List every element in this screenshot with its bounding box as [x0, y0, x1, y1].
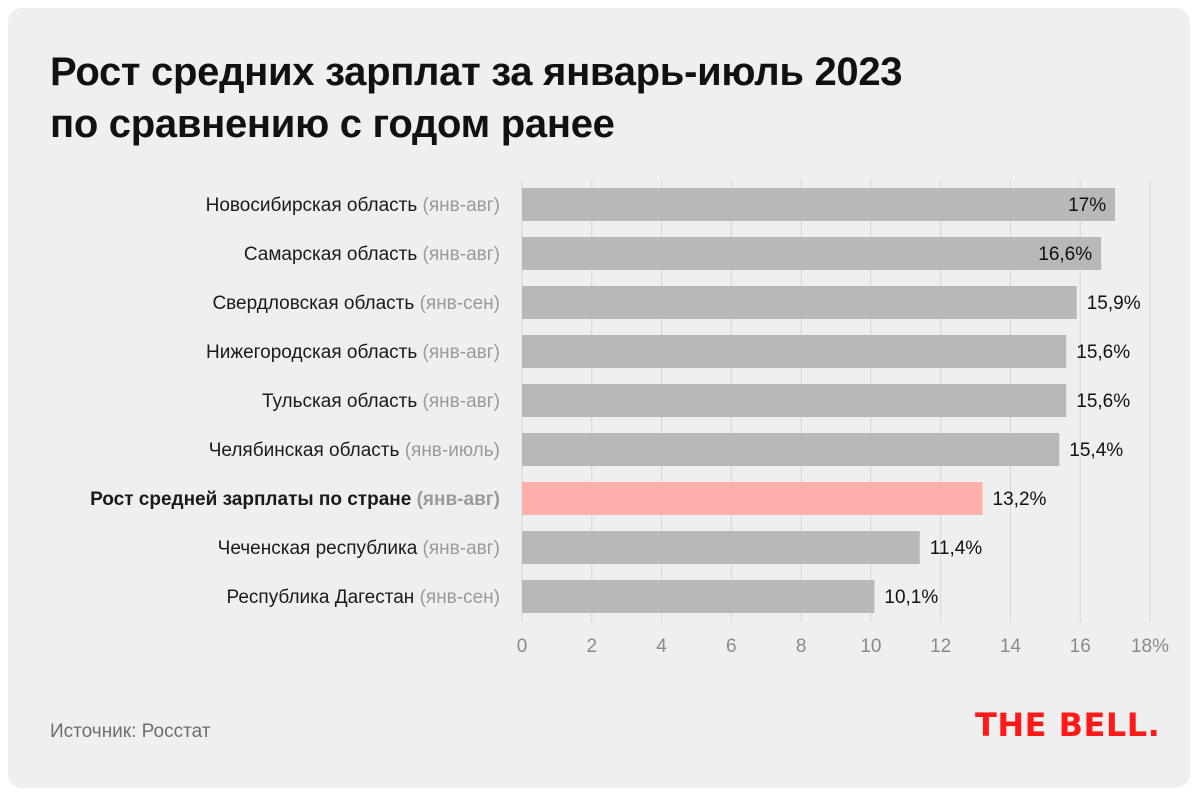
- bar: [522, 580, 875, 613]
- value-label: 15,6%: [1076, 342, 1130, 363]
- category-label: Новосибирская область (янв-авг): [206, 195, 500, 216]
- category-name: Челябинская область: [209, 440, 405, 461]
- chart-title: Рост средних зарплат за январь-июль 2023…: [50, 46, 1050, 150]
- category-period: (янв-авг): [423, 538, 500, 559]
- category-label: Рост средней зарплаты по стране (янв-авг…: [90, 489, 500, 510]
- category-label: Чеченская республика (янв-авг): [218, 538, 500, 559]
- category-name: Чеченская республика: [218, 538, 423, 559]
- bar: [522, 384, 1067, 417]
- bar: [522, 335, 1067, 368]
- chart-title-line-1: Рост средних зарплат за январь-июль 2023: [50, 50, 903, 94]
- bar: [522, 286, 1077, 319]
- the-bell-logo: THE BELL.: [975, 706, 1161, 744]
- value-label: 16,6%: [1038, 244, 1092, 265]
- category-label: Нижегородская область (янв-авг): [206, 342, 500, 363]
- bar: [522, 482, 983, 515]
- category-period: (янв-сен): [420, 587, 500, 608]
- x-tick-label: 12: [930, 636, 951, 657]
- bar: [522, 433, 1060, 466]
- value-label: 15,4%: [1069, 440, 1123, 461]
- x-tick-label: 4: [656, 636, 667, 657]
- x-tick-label: 8: [796, 636, 807, 657]
- x-tick-label: 6: [726, 636, 737, 657]
- category-label: Республика Дагестан (янв-сен): [227, 587, 500, 608]
- x-tick-label: 16: [1070, 636, 1091, 657]
- value-label: 15,9%: [1087, 293, 1141, 314]
- category-name: Республика Дагестан: [227, 587, 420, 608]
- chart-title-line-2: по сравнению с годом ранее: [50, 102, 615, 146]
- category-label: Челябинская область (янв-июль): [209, 440, 500, 461]
- category-period: (янв-авг): [423, 391, 500, 412]
- value-label: 11,4%: [930, 538, 983, 559]
- value-label: 15,6%: [1076, 391, 1130, 412]
- category-label: Тульская область (янв-авг): [262, 391, 500, 412]
- category-name: Свердловская область: [212, 293, 419, 314]
- x-tick-label: 10: [860, 636, 881, 657]
- category-name: Рост средней зарплаты по стране: [90, 489, 417, 510]
- category-label: Свердловская область (янв-сен): [212, 293, 500, 314]
- bar: [522, 188, 1116, 221]
- value-label: 17%: [1068, 195, 1106, 216]
- x-tick-label: 18%: [1131, 636, 1169, 657]
- bar: [522, 531, 920, 564]
- category-period: (янв-июль): [405, 440, 500, 461]
- category-name: Тульская область: [262, 391, 423, 412]
- value-label: 13,2%: [993, 489, 1047, 510]
- bar: [522, 237, 1102, 270]
- source-note: Источник: Росстат: [50, 721, 211, 742]
- x-tick-label: 2: [586, 636, 597, 657]
- category-name: Новосибирская область: [206, 195, 423, 216]
- category-period: (янв-авг): [423, 244, 500, 265]
- category-name: Нижегородская область: [206, 342, 423, 363]
- value-label: 10,1%: [884, 587, 938, 608]
- category-period: (янв-авг): [423, 342, 500, 363]
- category-name: Самарская область: [244, 244, 423, 265]
- category-period: (янв-авг): [423, 195, 500, 216]
- category-label: Самарская область (янв-авг): [244, 244, 500, 265]
- category-period: (янв-сен): [420, 293, 500, 314]
- x-tick-label: 0: [517, 636, 528, 657]
- x-tick-label: 14: [1000, 636, 1022, 657]
- category-period: (янв-авг): [417, 489, 500, 510]
